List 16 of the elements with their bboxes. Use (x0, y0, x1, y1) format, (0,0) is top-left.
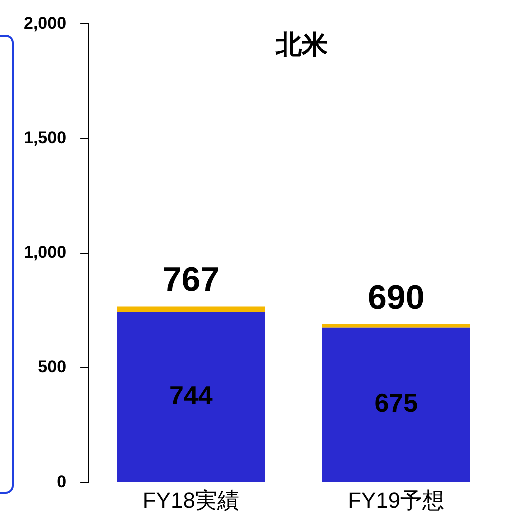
data-label: 675 (374, 388, 418, 418)
data-label: 744 (169, 380, 214, 410)
y-tick-label: 1,000 (24, 243, 67, 262)
bar (117, 306, 266, 312)
bar (117, 312, 266, 482)
y-tick-label: 0 (57, 472, 67, 492)
total-label: 690 (368, 278, 425, 317)
bar (322, 324, 470, 328)
y-tick-label: 2,000 (24, 14, 67, 33)
x-tick-label: FY19予想 (348, 488, 445, 513)
total-label: 767 (162, 261, 220, 300)
chart-title: 北米 (274, 29, 328, 60)
bar (322, 328, 470, 482)
x-tick-label: FY18実績 (142, 488, 240, 513)
y-tick-label: 500 (38, 358, 67, 377)
y-tick-label: 1,500 (24, 128, 67, 148)
